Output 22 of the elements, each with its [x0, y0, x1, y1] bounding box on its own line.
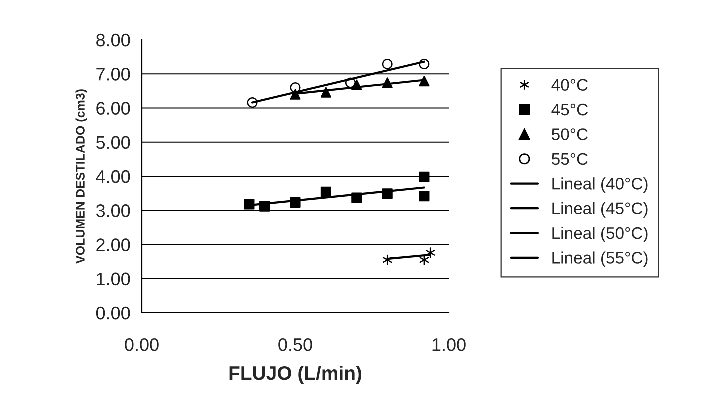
x-tick-label: 0.50 — [278, 338, 312, 352]
x-tick-label: 1.00 — [432, 338, 466, 352]
x-axis-title: FLUJO (L/min) — [230, 366, 362, 384]
y-tick-label: 6.00 — [96, 102, 130, 115]
y-tick-label: 1.00 — [97, 272, 130, 286]
y-tick-label: 2.00 — [96, 238, 130, 252]
y-tick-label: 4.00 — [96, 170, 130, 184]
legend-label: Lineal (55°C) — [552, 252, 648, 268]
legend-label: Lineal (40°C) — [552, 178, 648, 194]
legend-label: Lineal (50°C) — [552, 226, 648, 243]
legend-label: 45°C — [552, 104, 588, 116]
y-tick-label: 7.00 — [96, 68, 130, 81]
y-tick-label: 0.00 — [96, 306, 130, 320]
legend-label: Lineal (45°C) — [552, 202, 648, 218]
y-tick-label: 8.00 — [96, 34, 130, 47]
legend-label: 50°C — [552, 128, 588, 140]
legend-label: 55°C — [552, 153, 588, 166]
y-axis-title: VOLUMEN DESTILADO (cm3) — [76, 90, 88, 264]
legend-label: 40°C — [552, 79, 588, 92]
x-tick-label: 0.00 — [125, 338, 159, 352]
y-tick-label: 5.00 — [96, 136, 130, 150]
y-tick-label: 3.00 — [96, 204, 130, 218]
